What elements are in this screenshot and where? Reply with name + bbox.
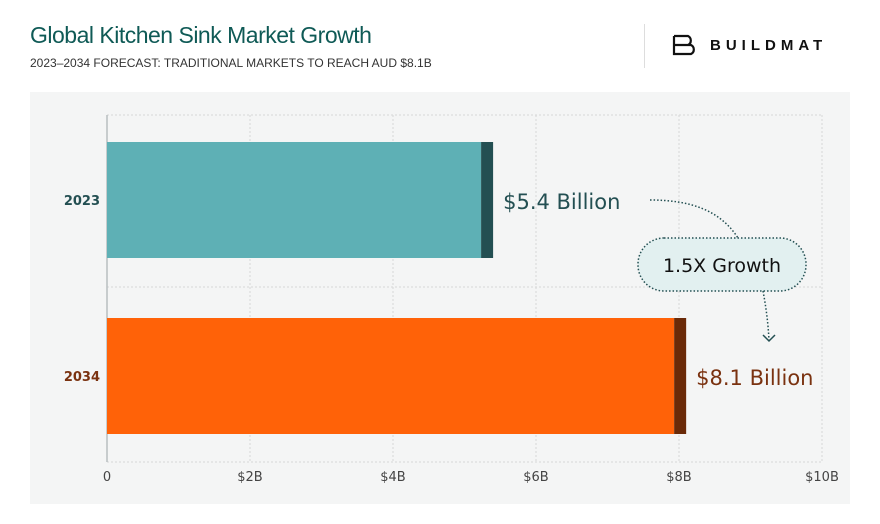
connector-arrow [649, 199, 739, 239]
annotation-bubble [637, 237, 807, 292]
page-subtitle: 2023–2034 FORECAST: TRADITIONAL MARKETS … [30, 56, 432, 70]
bar-2034 [107, 318, 675, 434]
data-label: $5.4 Billion [503, 190, 620, 214]
bar-end-2023 [481, 142, 494, 258]
bar-chart: 0 $2B $4B $6B $8B $10B 2023 $5.4 Billion 2034 $8.… [30, 92, 850, 504]
x-tick-label: $10B [805, 470, 839, 485]
y-tick-label: 2023 [64, 194, 100, 209]
x-tick-label: 0 [103, 470, 111, 485]
arrowhead-icon [762, 334, 776, 343]
bar-2023 [107, 142, 482, 258]
x-tick-label: $8B [666, 470, 691, 485]
logo: BUILDMAT [672, 34, 827, 56]
connector-arrow-down [762, 290, 770, 341]
x-tick-label: $4B [380, 470, 405, 485]
bar-end-2034 [674, 318, 687, 434]
page-title: Global Kitchen Sink Market Growth [30, 22, 372, 48]
y-tick-label: 2034 [64, 370, 100, 385]
annotation-text: 1.5X Growth [663, 255, 781, 277]
header-divider [644, 24, 645, 68]
x-tick-label: $6B [523, 470, 548, 485]
data-label: $8.1 Billion [696, 366, 813, 390]
logo-text: BUILDMAT [710, 36, 828, 54]
x-tick-label: $2B [237, 470, 262, 485]
logo-icon [672, 34, 695, 56]
